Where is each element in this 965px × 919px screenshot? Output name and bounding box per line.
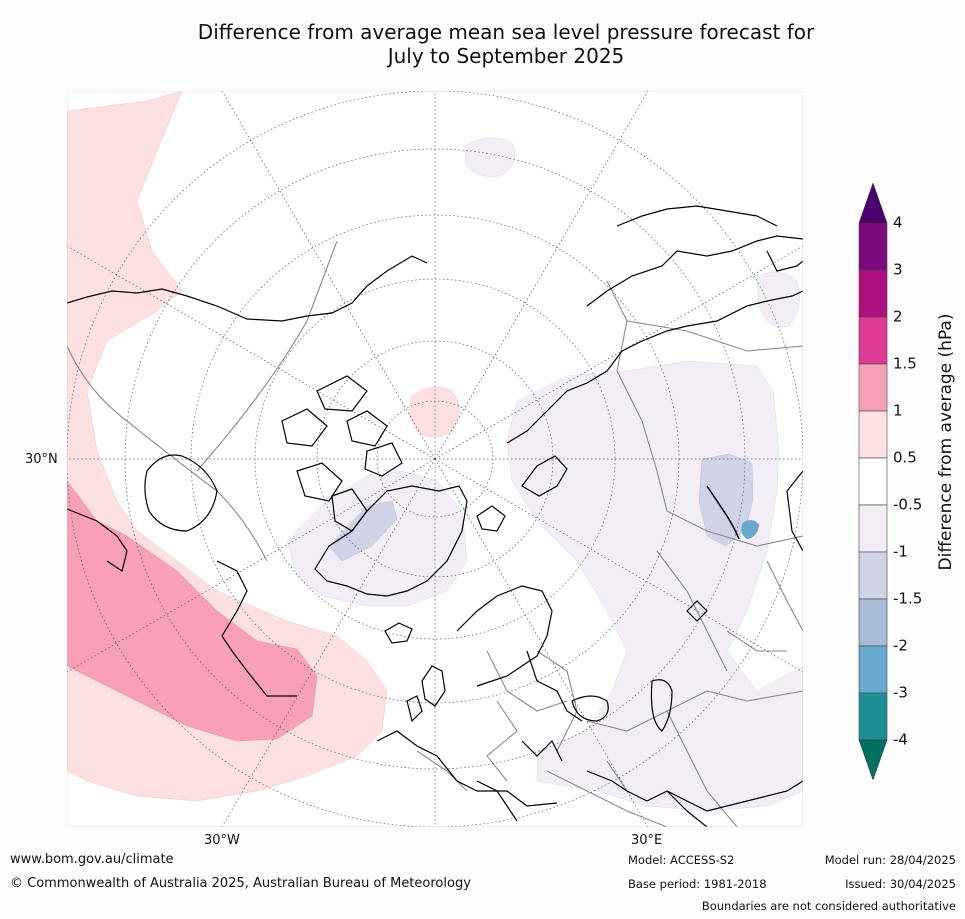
colorbar-segment bbox=[858, 410, 888, 459]
colorbar-label: Difference from average (hPa) bbox=[936, 314, 956, 571]
polar-map bbox=[67, 91, 803, 827]
label-30e: 30°E bbox=[631, 833, 663, 848]
colorbar-tick-label: -1.5 bbox=[893, 590, 922, 608]
map-title: Difference from average mean sea level p… bbox=[100, 20, 912, 68]
anomaly-positive-0.5-1-pole bbox=[409, 386, 460, 438]
colorbar-segment bbox=[858, 645, 888, 694]
colorbar-tick-label: 3 bbox=[893, 261, 903, 279]
colorbar-segment bbox=[858, 598, 888, 647]
colorbar-segment bbox=[858, 222, 888, 271]
website-link[interactable]: www.bom.gov.au/climate bbox=[10, 852, 174, 867]
colorbar-segment bbox=[858, 269, 888, 318]
graticule bbox=[67, 91, 803, 827]
title-line-1: Difference from average mean sea level p… bbox=[197, 20, 815, 44]
colorbar-segment bbox=[858, 504, 888, 553]
copyright-text: © Commonwealth of Australia 2025, Austra… bbox=[10, 876, 471, 891]
colorbar: 4 3 2 1.5 1 0.5 -0.5 -1 -1.5 -2 -3 -4 Difference fr… bbox=[858, 182, 956, 781]
anomaly-negative-0.5-1-north-pacific bbox=[464, 137, 516, 177]
label-30w: 30°W bbox=[204, 833, 240, 848]
base-period-text: Base period: 1981-2018 bbox=[628, 877, 767, 891]
colorbar-tick-label: -2 bbox=[893, 637, 908, 655]
colorbar-tick-label: -0.5 bbox=[893, 496, 922, 514]
colorbar-segment bbox=[858, 316, 888, 365]
colorbar-segment bbox=[858, 457, 888, 506]
anomaly-negative-1-1.5-greenland bbox=[328, 500, 398, 562]
colorbar-segment bbox=[858, 551, 888, 600]
colorbar-tick-label: -4 bbox=[893, 731, 908, 749]
colorbar-tick-label: 4 bbox=[893, 214, 903, 232]
anomaly-positive-1-1.5-pacific bbox=[67, 480, 318, 742]
anomaly-negative-0.5-1-east-asia bbox=[756, 271, 800, 328]
colorbar-segment bbox=[858, 692, 888, 741]
colorbar-tick-label: 2 bbox=[893, 308, 903, 326]
colorbar-under-arrow bbox=[858, 739, 888, 781]
colorbar-over-arrow bbox=[858, 182, 888, 224]
label-30n: 30°N bbox=[25, 452, 58, 467]
colorbar-tick-label: -1 bbox=[893, 543, 908, 561]
colorbar-segment bbox=[858, 363, 888, 412]
colorbar-tick-label: 0.5 bbox=[893, 449, 917, 467]
model-text: Model: ACCESS-S2 bbox=[628, 853, 735, 867]
anomaly-negative-2-3-baikal bbox=[741, 520, 760, 540]
coastlines bbox=[67, 205, 803, 827]
colorbar-tick-label: -3 bbox=[893, 684, 908, 702]
issued-text: Issued: 30/04/2025 bbox=[845, 877, 956, 891]
colorbar-tick-label: 1.5 bbox=[893, 355, 917, 373]
disclaimer-text: Boundaries are not considered authoritat… bbox=[701, 899, 956, 913]
colorbar-tick-label: 1 bbox=[893, 402, 903, 420]
country-borders bbox=[67, 240, 803, 827]
model-run-text: Model run: 28/04/2025 bbox=[824, 853, 956, 867]
title-line-2: July to September 2025 bbox=[387, 44, 625, 68]
